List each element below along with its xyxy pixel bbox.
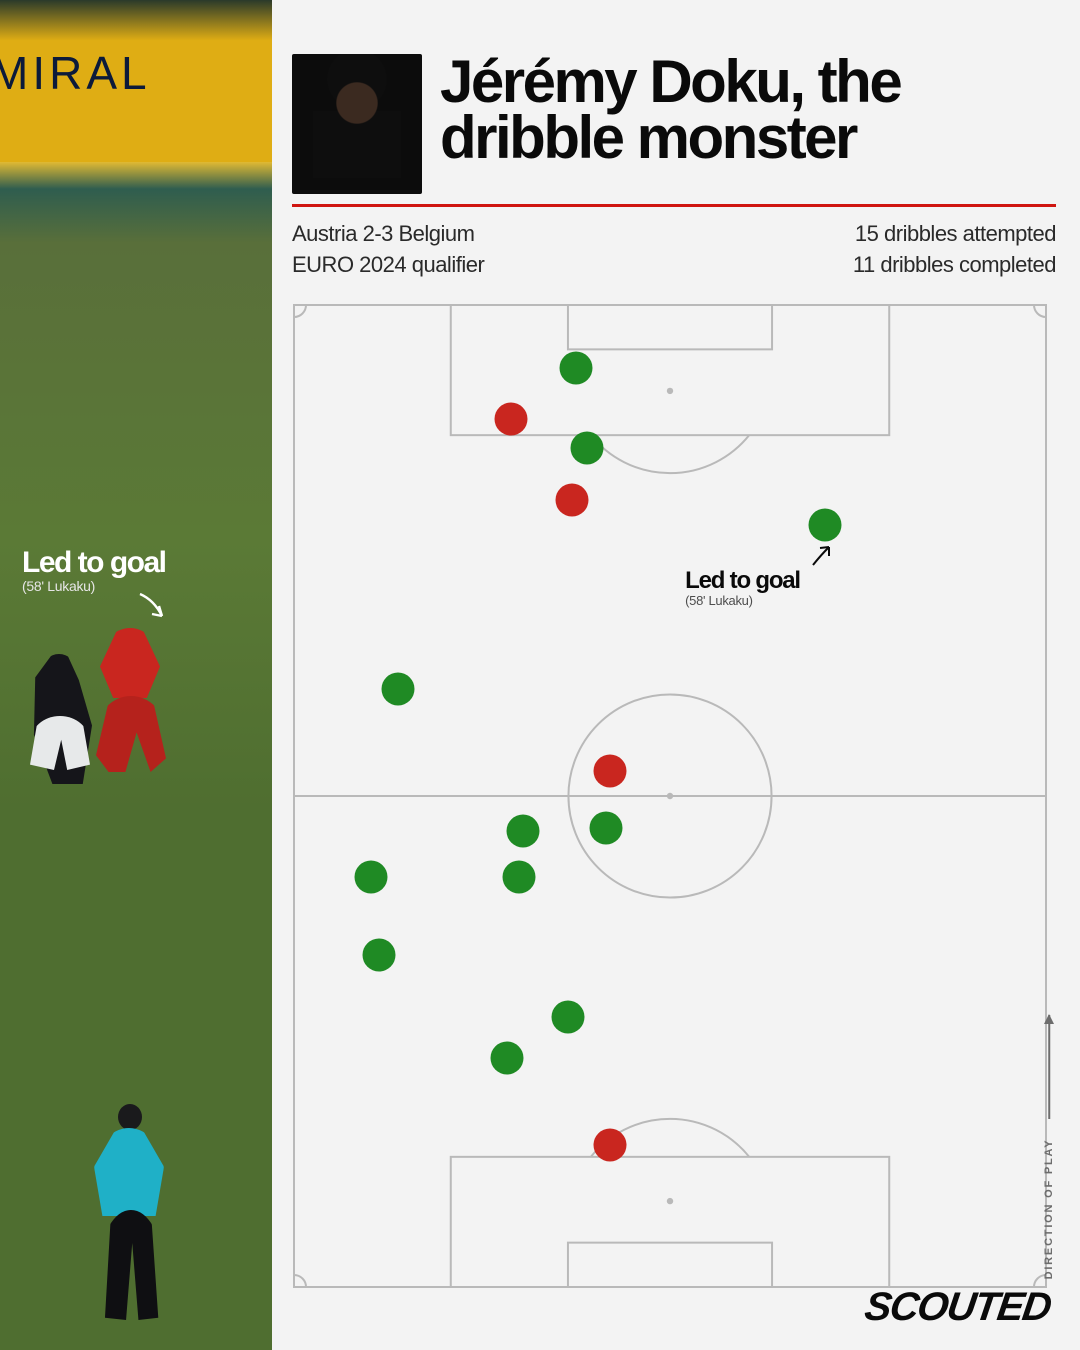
dribble-success-dot [362, 939, 395, 972]
annotation-headline: Led to goal [685, 569, 800, 593]
match-meta: Austria 2-3 Belgium EURO 2024 qualifier … [292, 219, 1056, 281]
direction-label: DIRECTION OF PLAY [1043, 1138, 1055, 1279]
dribble-success-dot [808, 509, 841, 542]
annotation-arrow-icon [809, 539, 839, 569]
dribble-success-dot [559, 351, 592, 384]
dribble-success-dot [551, 1001, 584, 1034]
dribble-success-dot [491, 1041, 524, 1074]
dribble-success-dot [502, 861, 535, 894]
arrow-line [1048, 1015, 1050, 1119]
stat-completed: 11 dribbles completed [853, 250, 1056, 281]
referee-silhouette [100, 1210, 162, 1320]
dribble-success-dot [381, 673, 414, 706]
annotation-sub: (58' Lukaku) [685, 593, 800, 608]
ad-banner-text: MIRAL [0, 46, 151, 100]
page-title: Jérémy Doku, the dribble monster [440, 54, 900, 167]
annotation-arrow-icon [136, 590, 176, 630]
dribble-stats: 15 dribbles attempted 11 dribbles comple… [853, 219, 1056, 281]
goal-annotation: Led to goal(58' Lukaku) [685, 569, 800, 608]
competition: EURO 2024 qualifier [292, 250, 484, 281]
pitch-chart: Led to goal(58' Lukaku) DIRECTION OF PLA… [292, 303, 1056, 1289]
header: Jérémy Doku, the dribble monster [292, 54, 1056, 207]
pitch: Led to goal(58' Lukaku) [292, 303, 1048, 1289]
referee-silhouette [94, 1128, 164, 1216]
direction-of-play: DIRECTION OF PLAY [1040, 1015, 1058, 1215]
player-portrait [292, 54, 422, 194]
dribble-fail-dot [555, 483, 588, 516]
match-still-column: MIRAL Led to goal (58' Lukaku) [0, 0, 272, 1350]
goal-annotation-overlay: Led to goal (58' Lukaku) [22, 548, 166, 595]
annotation-headline: Led to goal [22, 548, 166, 578]
dribble-fail-dot [593, 754, 626, 787]
dribble-success-dot [589, 812, 622, 845]
title-line: dribble monster [440, 104, 856, 171]
dribble-fail-dot [593, 1128, 626, 1161]
opponent-silhouette [96, 696, 166, 772]
pitch-lines [292, 303, 1048, 1289]
brand-logo: SCOUTED [862, 1285, 1053, 1330]
opponent-silhouette [100, 628, 160, 698]
dribble-success-dot [570, 431, 603, 464]
match-info: Austria 2-3 Belgium EURO 2024 qualifier [292, 219, 484, 281]
dribble-success-dot [506, 815, 539, 848]
dribble-fail-dot [495, 402, 528, 435]
infographic-panel: Jérémy Doku, the dribble monster Austria… [272, 0, 1080, 1350]
dribble-success-dot [355, 861, 388, 894]
scoreline: Austria 2-3 Belgium [292, 219, 484, 250]
referee-silhouette [118, 1104, 142, 1130]
stat-attempted: 15 dribbles attempted [853, 219, 1056, 250]
